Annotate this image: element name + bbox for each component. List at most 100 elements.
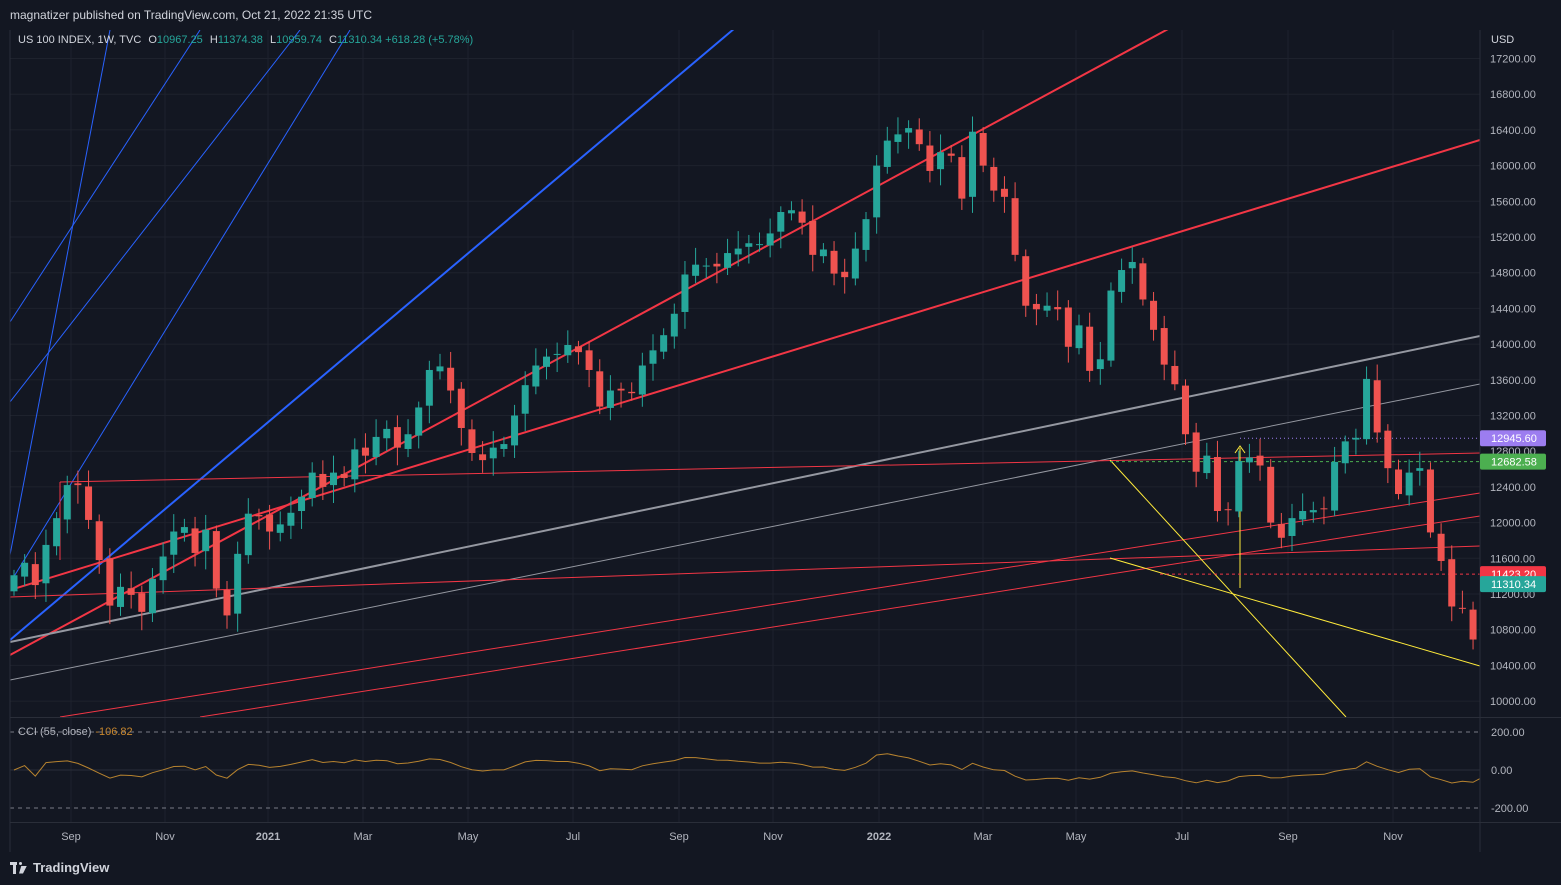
candle-body <box>926 145 934 171</box>
candle <box>31 552 39 599</box>
candle <box>1043 292 1051 317</box>
candle-body <box>276 524 284 533</box>
candle <box>809 205 817 272</box>
candle <box>702 257 710 279</box>
price-tick-label: 10000.00 <box>1490 696 1536 708</box>
candle <box>63 475 71 534</box>
candle-body <box>1267 466 1275 523</box>
candle <box>969 116 976 213</box>
candle-body <box>468 429 476 453</box>
candle-body <box>298 496 306 511</box>
candle-body <box>1448 559 1456 607</box>
candle-body <box>1235 461 1243 512</box>
candle <box>95 514 103 574</box>
candle-body <box>894 134 902 142</box>
tradingview-icon <box>10 861 28 874</box>
tradingview-logo[interactable]: TradingView <box>10 860 109 875</box>
candle <box>692 247 700 284</box>
currency-label: USD <box>1491 34 1515 46</box>
candle <box>85 470 93 529</box>
time-tick-label: Jul <box>1175 831 1189 843</box>
time-tick-label: May <box>1066 831 1087 843</box>
candle-body <box>1171 365 1179 385</box>
candle <box>361 433 369 474</box>
time-tick-label: Nov <box>1383 831 1403 843</box>
candle <box>915 118 923 151</box>
candle-body <box>1192 432 1200 472</box>
price-tick-label: 16400.00 <box>1490 125 1536 137</box>
candle <box>1224 502 1232 526</box>
candle <box>212 525 220 598</box>
price-badge <box>1480 576 1546 593</box>
symbol-legend[interactable]: US 100 INDEX, 1W, TVC O10967.25 H11374.3… <box>18 34 473 46</box>
candle <box>489 431 497 476</box>
candle <box>543 348 550 380</box>
candle-body <box>681 274 689 312</box>
low-key: L <box>269 34 277 46</box>
published-text: magnatizer published on TradingView.com,… <box>10 8 372 22</box>
candle-body <box>809 220 817 255</box>
candle <box>606 375 614 421</box>
candle <box>628 382 636 401</box>
candle <box>617 382 625 408</box>
candle-body <box>1075 325 1083 349</box>
candle-body <box>532 365 540 387</box>
candle-body <box>106 558 114 606</box>
candle <box>756 232 763 252</box>
footer: TradingView <box>0 852 1561 885</box>
candle-body <box>361 447 369 456</box>
close-value: 11310.34 <box>337 34 383 46</box>
candle <box>1352 428 1360 455</box>
candle-body <box>148 578 156 614</box>
candle-body <box>756 244 763 246</box>
candle <box>1288 503 1296 552</box>
candle-body <box>489 447 497 459</box>
candle-body <box>138 593 146 612</box>
candle-body <box>969 131 976 197</box>
price-tick-label: 16000.00 <box>1490 161 1536 173</box>
candle-body <box>1277 523 1285 538</box>
candle <box>425 360 433 424</box>
candle <box>1086 312 1094 382</box>
candle <box>383 420 391 452</box>
candle-body <box>734 248 742 255</box>
candle <box>649 334 657 381</box>
time-tick-label: Mar <box>354 831 373 843</box>
candle <box>10 569 18 596</box>
candle <box>724 238 732 276</box>
chart-axes: 17200.00 16800.00 16400.00 16000.00 15600.00… <box>9 30 1561 852</box>
candle-body <box>1384 430 1392 469</box>
candle-body <box>1032 303 1040 310</box>
candle-body <box>862 219 870 250</box>
candle <box>330 455 337 503</box>
candle <box>468 419 476 461</box>
price-tick-label: 15200.00 <box>1490 232 1536 244</box>
candle-body <box>1352 437 1360 440</box>
candle-body <box>191 528 199 553</box>
candle <box>894 117 902 154</box>
candle <box>798 199 806 235</box>
candle <box>532 348 540 395</box>
candle-body <box>95 521 103 561</box>
candle-body <box>1341 441 1349 464</box>
candle-body <box>777 212 785 232</box>
candle <box>1064 300 1072 363</box>
close-key: C <box>329 34 337 46</box>
time-tick-label: Nov <box>155 831 175 843</box>
candle-body <box>202 529 210 552</box>
candle-body <box>564 344 572 356</box>
candle <box>745 234 753 264</box>
candle-body <box>958 157 966 199</box>
candle-body <box>180 527 188 533</box>
candle <box>244 498 252 564</box>
candle <box>138 585 146 631</box>
candle <box>74 470 82 504</box>
candle <box>1309 501 1317 523</box>
candle-body <box>1150 300 1158 330</box>
candle <box>905 120 913 149</box>
trend-lines <box>10 30 1480 717</box>
cci-legend[interactable]: CCI (55, close) -106.82 <box>18 726 133 738</box>
price-tick-label: 14400.00 <box>1490 303 1536 315</box>
candle-body <box>372 436 380 458</box>
